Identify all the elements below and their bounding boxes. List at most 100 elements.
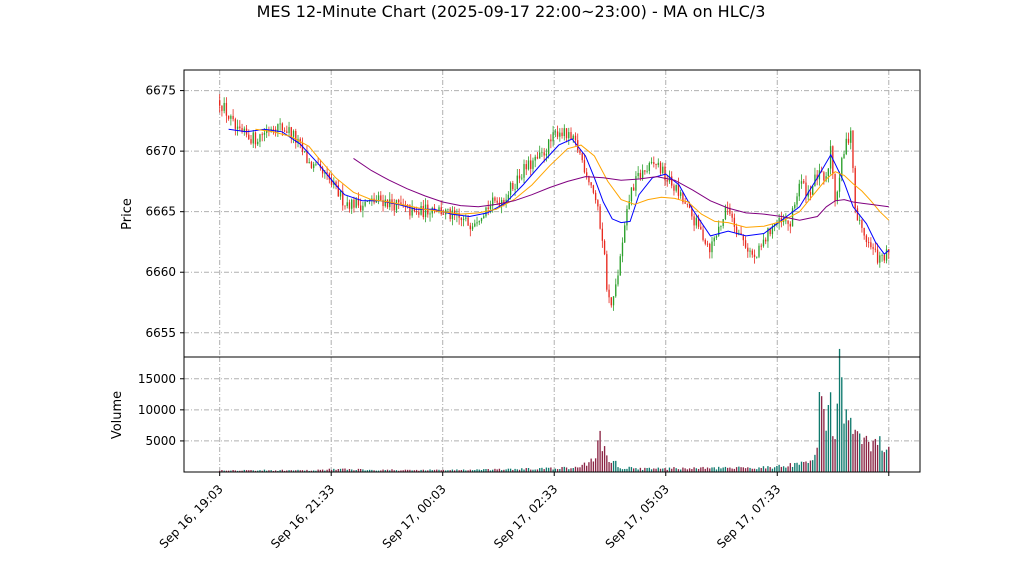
volume-bar [547, 467, 550, 472]
candle-body [545, 153, 548, 156]
volume-bar [679, 469, 682, 472]
volume-bar [527, 467, 530, 472]
volume-bar [440, 470, 442, 472]
volume-bar [765, 468, 767, 472]
candle-body [330, 179, 333, 185]
candle-body [856, 208, 859, 221]
candle-body [561, 132, 563, 137]
candle-body [339, 191, 342, 197]
candle-body [315, 163, 317, 165]
candle-body [579, 150, 581, 154]
volume-y-axis: 5000 10000 15000 [138, 372, 184, 448]
volume-bar [796, 462, 798, 472]
volume-bar [219, 470, 221, 472]
volume-bar [292, 470, 295, 472]
candle-body [409, 205, 411, 216]
volume-bar [469, 469, 471, 472]
volume-bar [245, 470, 248, 472]
candle-body [283, 130, 286, 132]
candle-body [791, 208, 794, 227]
candle-body [438, 207, 440, 212]
volume-bar [559, 469, 561, 472]
volume-bar [816, 447, 818, 472]
candle-body [747, 247, 749, 252]
candle-body [543, 152, 545, 156]
volume-bar [348, 469, 351, 472]
candle-body [355, 198, 357, 208]
candle-body [829, 146, 832, 169]
volume-bar [565, 467, 568, 472]
volume-bar [243, 469, 245, 472]
candle-body [420, 205, 422, 215]
candle-body [814, 174, 816, 187]
volume-bar [355, 470, 357, 472]
volume-bar [503, 469, 505, 472]
volume-bar [297, 469, 299, 472]
candle-body [476, 222, 478, 224]
volume-axis-label: Volume [110, 391, 125, 439]
volume-bar [720, 468, 722, 472]
candle-body [364, 202, 366, 206]
volume-bar [854, 429, 856, 472]
candle-body [243, 128, 245, 132]
volume-bar [827, 405, 830, 472]
candle-body [512, 182, 514, 190]
candle-body [794, 204, 796, 209]
candle-body [841, 158, 843, 178]
volume-bar [756, 469, 758, 472]
volume-bar [776, 465, 778, 472]
volume-bar [319, 469, 322, 472]
volume-bar [480, 470, 483, 472]
candle-body [518, 175, 521, 179]
volume-panel-frame [183, 356, 921, 473]
volume-bar [874, 438, 877, 472]
candle-body [756, 256, 758, 258]
volume-bar [823, 408, 825, 472]
candle-body [713, 237, 715, 242]
candle-body [778, 217, 780, 224]
candle-body [807, 191, 809, 197]
volume-bar [335, 469, 337, 472]
candle-body [469, 225, 471, 230]
candle-body [487, 207, 489, 209]
volume-bar [684, 468, 686, 472]
volume-bar [726, 467, 729, 472]
volume-bar [617, 467, 619, 472]
candle-body [552, 132, 554, 142]
volume-bar [695, 468, 697, 472]
volume-bar [375, 470, 377, 472]
volume-bar [420, 469, 422, 472]
volume-bar [794, 462, 796, 472]
candle-body [749, 250, 751, 252]
volume-bar [465, 470, 467, 472]
volume-bar [789, 463, 791, 472]
candle-body [478, 221, 480, 223]
candle-body [230, 115, 232, 119]
candle-body [675, 184, 677, 191]
volume-bar [832, 436, 834, 472]
volume-bar [500, 470, 503, 472]
volume-bar [594, 458, 597, 472]
volume-bar [762, 466, 765, 472]
candle-body [366, 201, 369, 203]
volume-bar [362, 469, 364, 472]
candle-body [650, 162, 653, 163]
candle-body [760, 245, 762, 247]
price-panel-frame [183, 69, 921, 358]
candle-body [496, 200, 498, 203]
candle-body [308, 162, 310, 163]
volume-bar [655, 468, 657, 472]
x-tick-label: Sep 17, 02:33 [491, 482, 560, 551]
volume-bar [429, 469, 431, 472]
candle-body [498, 202, 501, 207]
volume-bar [881, 450, 883, 472]
candle-body [635, 176, 637, 191]
x-tick-label: Sep 17, 05:03 [603, 482, 672, 551]
volume-bar [279, 470, 281, 472]
volume-bar [729, 467, 731, 472]
volume-bar [662, 468, 664, 472]
candle-body [876, 249, 879, 263]
candle-body [682, 192, 684, 203]
candle-body [326, 172, 328, 174]
